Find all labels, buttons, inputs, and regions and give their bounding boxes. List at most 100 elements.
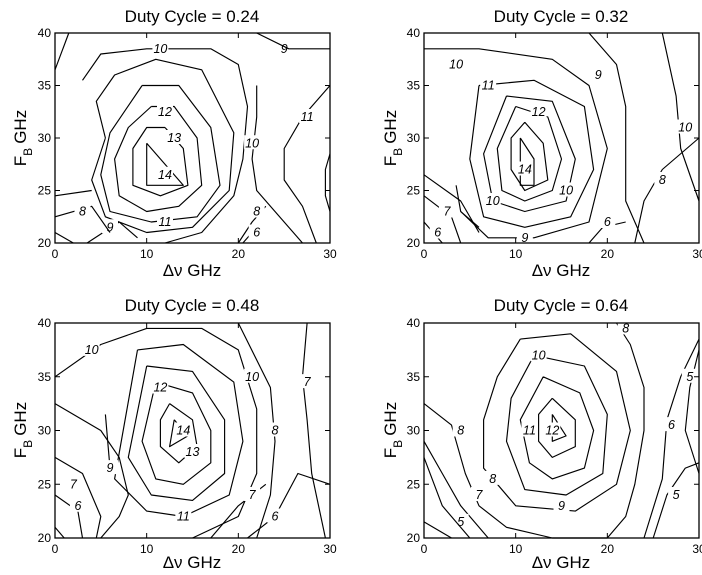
contour-line xyxy=(256,32,330,50)
contour-line xyxy=(82,48,249,244)
y-tick-label: 35 xyxy=(38,79,52,93)
plot-title: Duty Cycle = 0.64 xyxy=(494,296,629,315)
contour-level-label: 7 xyxy=(249,488,257,502)
contour-level-label: 12 xyxy=(158,105,172,119)
x-tick-label: 10 xyxy=(140,247,154,261)
contour-label-background xyxy=(152,40,169,55)
x-tick-label: 30 xyxy=(323,247,337,261)
contour-level-label: 5 xyxy=(673,488,680,502)
contour-label-background xyxy=(157,214,173,228)
contour-label-background xyxy=(480,77,497,92)
x-tick-label: 30 xyxy=(692,542,702,556)
contour-line xyxy=(460,211,480,228)
y-axis-label-unit: GHz xyxy=(381,402,400,436)
contour-level-label: 14 xyxy=(158,168,172,182)
y-axis-label: FB GHz xyxy=(11,110,35,166)
contour-level-label: 6 xyxy=(74,499,81,513)
y-axis-label: FB GHz xyxy=(381,110,405,166)
contour-level-label: 10 xyxy=(559,184,573,198)
y-tick-label: 25 xyxy=(38,477,52,491)
y-axis-label-sub: B xyxy=(391,440,405,448)
contour-line xyxy=(496,105,563,202)
contour-level-label: 8 xyxy=(79,205,86,219)
y-axis-label-sub: B xyxy=(391,148,405,156)
x-tick-label: 10 xyxy=(140,542,154,556)
contour-line xyxy=(684,349,700,474)
contour-label-background xyxy=(157,166,173,181)
contour-line xyxy=(132,126,189,197)
contour-level-label: 10 xyxy=(153,42,167,56)
x-tick-label: 20 xyxy=(232,247,246,261)
y-axis-label-main: F xyxy=(11,156,30,166)
contour-level-label: 6 xyxy=(253,226,260,240)
plot-title: Duty Cycle = 0.32 xyxy=(494,7,629,26)
plot-frame xyxy=(423,32,700,244)
contour-label-background xyxy=(65,476,82,491)
contour-line xyxy=(141,381,212,485)
contour-line xyxy=(91,58,235,234)
contour-label-background xyxy=(184,444,201,458)
contour-level-label: 13 xyxy=(186,445,200,459)
y-axis-label-unit: GHz xyxy=(381,110,400,144)
contour-line xyxy=(54,205,111,233)
y-tick-label: 35 xyxy=(407,79,421,93)
y-tick-label: 20 xyxy=(38,236,52,250)
contour-line xyxy=(54,189,92,197)
y-tick-label: 35 xyxy=(38,370,52,384)
contour-line xyxy=(301,322,326,539)
y-axis-label-unit: GHz xyxy=(11,110,30,144)
contour-level-label: 10 xyxy=(486,194,500,208)
axis-ticks: 0 10 20 30 20 25 30 35 40 xyxy=(38,316,337,556)
contour-line xyxy=(100,84,221,223)
svg-text:FBGHz: FB GHz xyxy=(11,110,35,166)
x-axis-label: Δν GHz xyxy=(532,261,591,280)
x-tick-label: 20 xyxy=(601,542,615,556)
contour-level-label: 11 xyxy=(482,79,495,93)
contour-label-background xyxy=(248,203,265,218)
y-tick-label: 20 xyxy=(407,236,421,250)
contour-label-background xyxy=(244,135,261,150)
y-tick-label: 40 xyxy=(38,316,52,330)
contour-level-label: 8 xyxy=(457,424,464,438)
contour-line xyxy=(324,153,331,212)
contour-label-background xyxy=(484,470,501,485)
x-tick-label: 20 xyxy=(601,247,615,261)
svg-text:FBGHz: FB GHz xyxy=(381,110,405,166)
y-tick-label: 30 xyxy=(38,424,52,438)
axis-ticks: 0 10 20 30 20 25 30 35 40 xyxy=(407,26,702,261)
contour-level-label: 6 xyxy=(434,226,441,240)
contour-level-label: 5 xyxy=(457,515,464,529)
axis-ticks: 0 10 20 30 20 25 30 35 40 xyxy=(407,316,702,556)
y-axis-label: FB GHz xyxy=(11,402,35,458)
contour-line xyxy=(423,174,480,233)
contour-level-label: 10 xyxy=(245,136,259,150)
contour-line xyxy=(538,397,576,458)
y-tick-label: 25 xyxy=(407,477,421,491)
contour-label-background xyxy=(521,422,538,437)
x-tick-label: 0 xyxy=(52,247,59,261)
contour-line xyxy=(54,403,129,539)
contour-label-background xyxy=(558,182,575,197)
contour-level-label: 7 xyxy=(304,375,312,389)
contour-level-label: 12 xyxy=(532,105,546,119)
contour-label-background xyxy=(102,219,118,234)
plot-title: Duty Cycle = 0.24 xyxy=(125,7,260,26)
contour-level-label: 11 xyxy=(301,110,314,124)
contour-level-label: 10 xyxy=(85,343,99,357)
contour-label-background xyxy=(448,56,465,71)
contour-level-label: 6 xyxy=(668,418,675,432)
contour-line xyxy=(114,343,244,518)
x-tick-label: 20 xyxy=(232,542,246,556)
contour-label-background xyxy=(663,417,680,432)
panel-duty-0-48: Duty Cycle = 0.48 14 13 12 11 10 10 9 8 7 7 6 7 6 0 1… xyxy=(11,296,337,572)
contour-label-background xyxy=(681,368,698,383)
panel-duty-0-24: Duty Cycle = 0.24 14 13 12 11 10 9 10 11 8 6 9 8 0 1… xyxy=(11,7,337,280)
contour-label-background xyxy=(438,203,455,218)
contour-lines: 14 13 12 11 10 9 10 11 8 6 9 8 xyxy=(54,32,331,244)
contour-label-background xyxy=(544,422,561,437)
y-tick-label: 40 xyxy=(407,316,421,330)
contour-label-background xyxy=(267,422,283,437)
x-tick-label: 30 xyxy=(692,247,702,261)
